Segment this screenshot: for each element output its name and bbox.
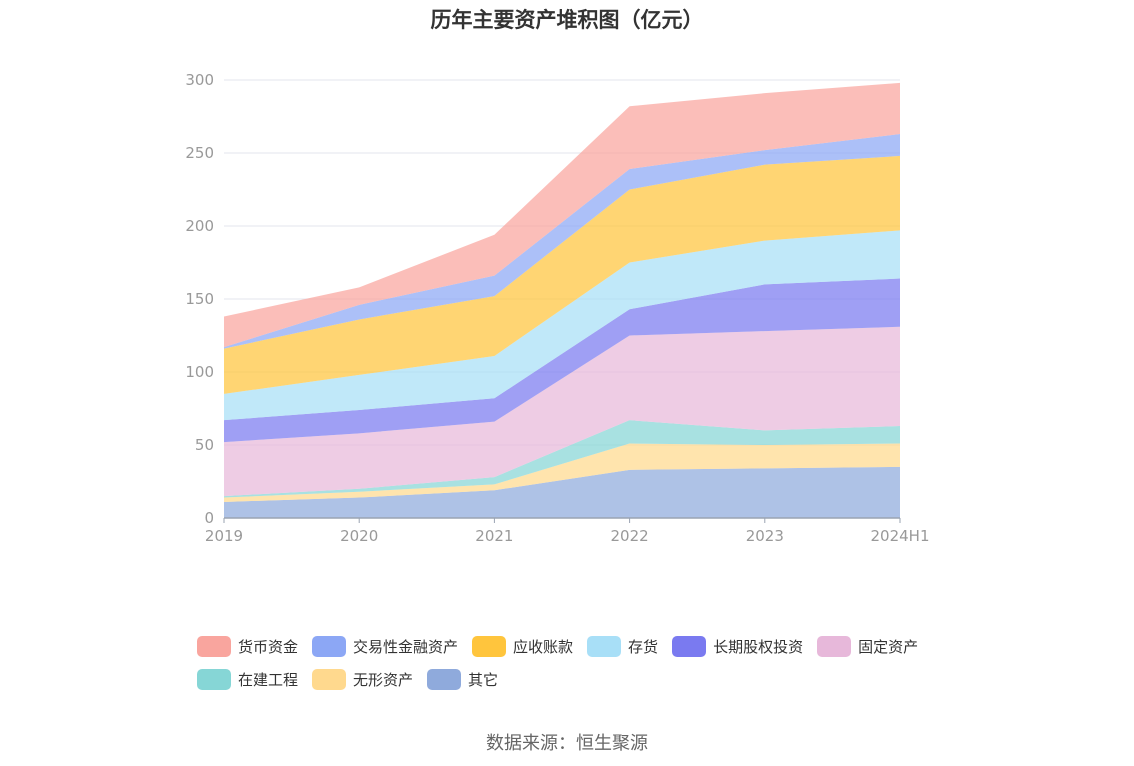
x-tick-label: 2019 — [205, 527, 243, 545]
area-series-存货 — [224, 230, 900, 421]
legend-label: 无形资产 — [353, 671, 414, 689]
legend-swatch-other — [427, 669, 462, 690]
legend-swatch-inventory — [587, 636, 622, 657]
legend-swatch-long-term-equity-investment — [672, 636, 707, 657]
x-tick-label: 2023 — [746, 527, 784, 545]
data-source: 数据来源：恒生聚源 — [486, 733, 648, 754]
y-tick-label: 100 — [185, 363, 214, 381]
y-tick-label: 200 — [185, 217, 214, 235]
legend-label: 交易性金融资产 — [353, 638, 459, 656]
legend-swatch-trading-financial-assets — [312, 636, 347, 657]
legend-swatch-construction-in-progress — [197, 669, 231, 690]
legend-item-fixed-assets[interactable]: 固定资产 — [817, 636, 918, 657]
area-series-其它 — [224, 466, 900, 518]
y-tick-label: 50 — [195, 436, 214, 454]
legend-label: 其它 — [468, 671, 499, 689]
legend-label: 在建工程 — [238, 671, 299, 689]
y-tick-label: 250 — [185, 144, 214, 162]
legend-item-other[interactable]: 其它 — [427, 669, 498, 690]
legend-label: 存货 — [628, 638, 659, 656]
legend-swatch-intangible-assets — [312, 669, 347, 690]
x-tick-label: 2020 — [340, 527, 378, 545]
area-series-固定资产 — [224, 326, 900, 497]
legend-row-2: 在建工程 无形资产 其它 — [197, 663, 957, 696]
legend-item-long-term-equity-investment[interactable]: 长期股权投资 — [672, 636, 803, 657]
legend-swatch-fixed-assets — [817, 636, 852, 657]
area-series-无形资产 — [224, 443, 900, 502]
legend-swatch-accounts-receivable — [472, 636, 507, 657]
legend-swatch-cash — [197, 636, 231, 657]
legend-item-accounts-receivable[interactable]: 应收账款 — [472, 636, 573, 657]
area-series-交易性金融资产 — [224, 134, 900, 349]
area-series-应收账款 — [224, 155, 900, 394]
y-tick-label: 0 — [204, 509, 214, 527]
legend-item-trading-financial-assets[interactable]: 交易性金融资产 — [312, 636, 458, 657]
legend-label: 固定资产 — [858, 638, 919, 656]
x-tick-label: 2021 — [475, 527, 513, 545]
legend-item-inventory[interactable]: 存货 — [587, 636, 658, 657]
legend-row-1: 货币资金 交易性金融资产 应收账款 存货 长期股权投资 固定资产 — [197, 630, 957, 663]
legend-label: 应收账款 — [513, 638, 574, 656]
x-tick-label: 2024H1 — [871, 527, 930, 545]
y-tick-label: 150 — [185, 290, 214, 308]
legend-item-intangible-assets[interactable]: 无形资产 — [312, 669, 413, 690]
area-series-长期股权投资 — [224, 278, 900, 443]
legend-item-cash[interactable]: 货币资金 — [197, 636, 298, 657]
area-series-货币资金 — [224, 82, 900, 348]
legend: 货币资金 交易性金融资产 应收账款 存货 长期股权投资 固定资产 在建工程 — [197, 630, 957, 696]
stacked-area-chart: 0 50 100 150 200 250 300 2019 2020 2021 2022 2023 20… — [185, 71, 930, 545]
y-tick-label: 300 — [185, 71, 214, 89]
legend-item-construction-in-progress[interactable]: 在建工程 — [197, 669, 298, 690]
area-series-在建工程 — [224, 420, 900, 498]
x-tick-label: 2022 — [611, 527, 649, 545]
chart-title: 历年主要资产堆积图（亿元） — [430, 8, 704, 32]
legend-label: 货币资金 — [238, 638, 299, 656]
legend-label: 长期股权投资 — [713, 638, 804, 656]
